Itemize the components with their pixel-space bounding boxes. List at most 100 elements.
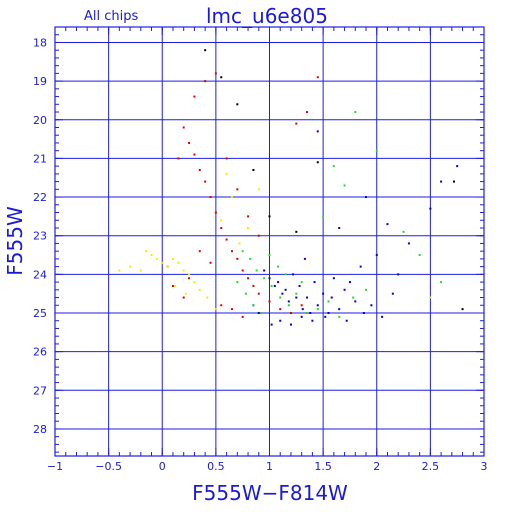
data-point-red — [252, 284, 255, 287]
x-tick-labels: −1 −0.5 0 0.5 1 1.5 2 2.5 3 — [47, 460, 488, 473]
data-point-blue — [322, 292, 325, 295]
data-point-blue — [316, 130, 319, 133]
data-point-red — [214, 72, 217, 75]
data-point-red — [220, 226, 223, 229]
data-point-green — [332, 165, 335, 168]
y-tick-label: 27 — [33, 384, 47, 397]
data-point-green — [244, 292, 247, 295]
y-tick-label: 24 — [33, 268, 47, 281]
data-point-blue — [429, 207, 432, 210]
data-point-yellow — [188, 273, 191, 276]
data-point-red — [220, 304, 223, 307]
x-tick-label: 0 — [159, 460, 166, 473]
data-point-blue — [273, 284, 276, 287]
x-tick-label: 2 — [373, 460, 380, 473]
data-point-red — [204, 80, 207, 83]
data-point-yellow — [150, 254, 153, 257]
data-point-blue — [292, 273, 295, 276]
data-point-green — [236, 281, 239, 284]
data-point-blue — [397, 273, 400, 276]
data-point-blue — [303, 257, 306, 260]
data-point-black — [452, 180, 455, 183]
data-point-green — [270, 284, 273, 287]
data-point-green — [249, 257, 252, 260]
data-point-blue — [407, 242, 410, 245]
data-point-blue — [440, 180, 443, 183]
data-point-red — [300, 304, 303, 307]
data-point-blue — [257, 312, 260, 314]
data-point-green — [338, 315, 341, 318]
data-point-red — [230, 250, 233, 253]
data-point-black — [461, 308, 464, 311]
data-point-yellow — [118, 269, 121, 272]
data-point-yellow — [198, 288, 201, 291]
x-tick-label: −1 — [47, 460, 63, 473]
data-point-red — [225, 157, 228, 160]
data-point-red — [188, 277, 191, 280]
data-point-yellow — [230, 196, 233, 199]
x-tick-label: 1 — [266, 460, 273, 473]
data-point-blue — [316, 304, 319, 307]
data-point-blue — [277, 281, 280, 284]
data-point-yellow — [225, 172, 228, 175]
data-point-red — [182, 296, 185, 299]
data-point-red — [209, 196, 212, 199]
data-point-red — [241, 315, 244, 318]
data-point-red — [236, 188, 239, 191]
data-point-blue — [279, 319, 282, 322]
data-point-yellow — [166, 265, 169, 268]
data-point-green — [327, 300, 330, 303]
data-point-blue — [362, 312, 365, 314]
data-point-red — [230, 308, 233, 311]
data-point-red — [198, 250, 201, 253]
data-point-yellow — [145, 250, 148, 253]
data-point-blue — [284, 288, 287, 291]
data-point-black — [204, 49, 207, 52]
data-point-black — [295, 230, 298, 233]
data-point-blue — [289, 323, 292, 326]
data-point-green — [418, 254, 421, 257]
data-point-blue — [301, 308, 304, 311]
data-point-red — [306, 111, 309, 114]
y-tick-label: 21 — [33, 152, 47, 165]
data-point-blue — [281, 292, 284, 295]
data-point-blue — [365, 196, 368, 199]
data-point-green — [375, 149, 378, 152]
data-point-blue — [311, 319, 314, 322]
data-point-red — [257, 292, 260, 295]
data-point-blue — [330, 296, 333, 299]
data-point-blue — [332, 277, 335, 280]
data-point-blue — [338, 226, 341, 229]
data-point-green — [295, 292, 298, 295]
data-point-green — [365, 288, 368, 291]
data-point-yellow — [257, 188, 260, 191]
data-point-blue — [306, 296, 309, 299]
data-point-blue — [343, 288, 346, 291]
y-tick-label: 28 — [33, 423, 47, 436]
data-point-blue — [345, 319, 348, 322]
data-point-green — [352, 296, 355, 299]
data-point-black — [268, 215, 271, 218]
chart-title: lmc_u6e805 — [206, 4, 328, 28]
data-point-green — [287, 304, 290, 307]
gridlines — [55, 27, 484, 456]
x-tick-label: 1.5 — [314, 460, 332, 473]
y-axis-title: F555W — [3, 206, 27, 276]
data-point-black — [316, 161, 319, 164]
data-point-red — [247, 215, 250, 218]
data-point-green — [277, 265, 280, 268]
data-point-green — [343, 184, 346, 187]
x-tick-label: −0.5 — [95, 460, 122, 473]
data-point-blue — [354, 300, 357, 303]
data-point-yellow — [171, 257, 174, 260]
data-point-black — [220, 76, 223, 79]
data-point-yellow — [429, 296, 432, 299]
data-point-yellow — [161, 261, 164, 264]
x-tick-label: 3 — [481, 460, 488, 473]
data-point-green — [402, 230, 405, 233]
data-point-red — [316, 76, 319, 79]
data-point-red — [295, 122, 298, 125]
data-point-red — [241, 269, 244, 272]
data-point-blue — [300, 315, 303, 318]
